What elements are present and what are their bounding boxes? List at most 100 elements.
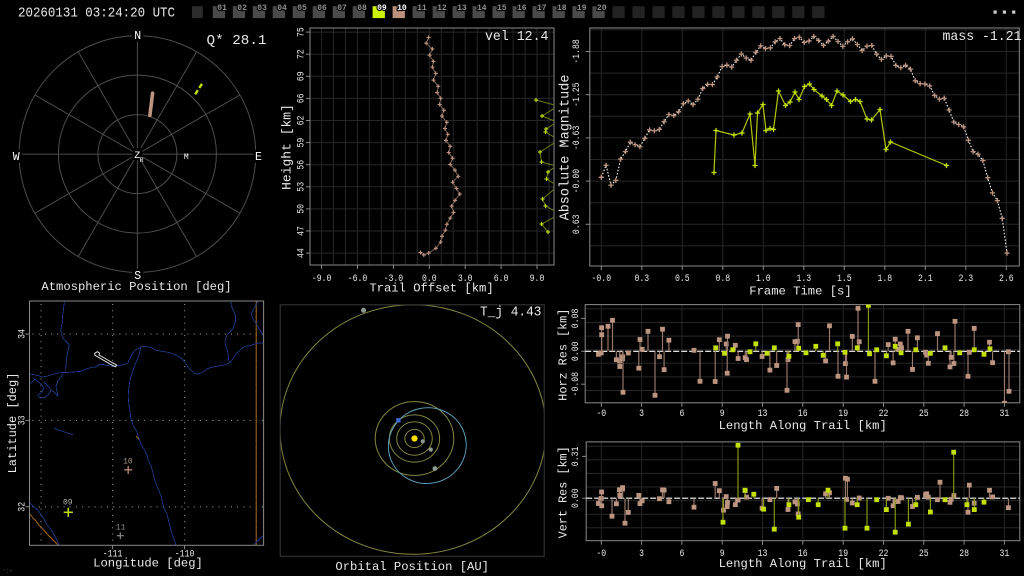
svg-text:N: N <box>134 30 141 43</box>
svg-text:16: 16 <box>798 408 808 420</box>
svg-text:59: 59 <box>296 138 308 148</box>
svg-text:-111: -111 <box>103 549 123 561</box>
svg-text:0.63: 0.63 <box>571 215 583 235</box>
svg-text:-1.88: -1.88 <box>571 39 583 64</box>
svg-text:05: 05 <box>297 4 307 13</box>
svg-text:6: 6 <box>679 408 684 420</box>
svg-text:3: 3 <box>639 548 644 560</box>
svg-text:Height [km]: Height [km] <box>280 104 295 190</box>
svg-text:09: 09 <box>377 4 387 13</box>
svg-text:M: M <box>184 153 189 162</box>
svg-text:15: 15 <box>497 4 507 13</box>
svg-text:Horz Res [km]: Horz Res [km] <box>556 309 570 401</box>
svg-text:31: 31 <box>1000 408 1010 420</box>
svg-text:22: 22 <box>879 408 889 420</box>
svg-text:13: 13 <box>758 548 768 560</box>
svg-text:18: 18 <box>557 4 567 13</box>
svg-text:32: 32 <box>16 502 28 512</box>
svg-text:06: 06 <box>317 4 327 13</box>
svg-text:-3.0: -3.0 <box>384 273 404 285</box>
svg-text:vel 12.4: vel 12.4 <box>485 29 549 45</box>
svg-text:02: 02 <box>237 4 247 13</box>
svg-text:Q* 28.1: Q* 28.1 <box>207 33 267 49</box>
svg-text:3: 3 <box>639 408 644 420</box>
svg-text:34: 34 <box>16 329 28 339</box>
svg-text:56: 56 <box>296 160 308 170</box>
svg-text:11: 11 <box>417 4 427 13</box>
svg-text:-0.63: -0.63 <box>571 126 583 151</box>
svg-text:1.3: 1.3 <box>796 273 811 285</box>
svg-text:Atmospheric Position [deg]: Atmospheric Position [deg] <box>41 280 231 294</box>
svg-text:50: 50 <box>296 204 308 214</box>
svg-text:rjw: rjw <box>3 568 12 574</box>
svg-text:-0: -0 <box>596 408 606 420</box>
svg-text:19: 19 <box>838 408 848 420</box>
svg-text:-1.25: -1.25 <box>571 82 583 107</box>
svg-text:16: 16 <box>517 4 527 13</box>
svg-text:0.08: 0.08 <box>570 309 582 329</box>
svg-text:07: 07 <box>337 4 347 13</box>
svg-text:01: 01 <box>217 4 227 13</box>
svg-text:W: W <box>13 151 20 164</box>
svg-text:0.31: 0.31 <box>570 447 582 467</box>
svg-text:08: 08 <box>357 4 367 13</box>
svg-text:25: 25 <box>919 548 929 560</box>
svg-text:69: 69 <box>296 71 308 81</box>
svg-text:3.0: 3.0 <box>458 273 473 285</box>
svg-text:12: 12 <box>437 4 447 13</box>
svg-text:9.0: 9.0 <box>530 273 545 285</box>
svg-text:17: 17 <box>537 4 547 13</box>
svg-text:S: S <box>134 270 141 283</box>
svg-text:Z: Z <box>134 151 140 162</box>
svg-text:62: 62 <box>296 116 308 126</box>
svg-text:6: 6 <box>679 548 684 560</box>
svg-text:2.6: 2.6 <box>999 273 1014 285</box>
svg-text:53: 53 <box>296 182 308 192</box>
svg-text:75: 75 <box>296 27 308 37</box>
svg-text:-9.0: -9.0 <box>312 273 332 285</box>
svg-text:11: 11 <box>116 524 126 533</box>
svg-text:10: 10 <box>397 4 407 13</box>
svg-text:13: 13 <box>457 4 467 13</box>
svg-text:16: 16 <box>798 548 808 560</box>
svg-text:0.00: 0.00 <box>570 488 582 508</box>
svg-text:Trail Offset [km]: Trail Offset [km] <box>369 282 493 296</box>
svg-text:25: 25 <box>919 408 929 420</box>
svg-text:72: 72 <box>296 49 308 59</box>
svg-text:19: 19 <box>577 4 587 13</box>
svg-text:28: 28 <box>959 408 969 420</box>
svg-text:28: 28 <box>959 548 969 560</box>
svg-text:-0: -0 <box>596 548 606 560</box>
svg-text:31: 31 <box>1000 548 1010 560</box>
svg-text:19: 19 <box>838 548 848 560</box>
svg-text:03: 03 <box>257 4 267 13</box>
svg-text:T_j 4.43: T_j 4.43 <box>480 305 542 321</box>
svg-text:14: 14 <box>477 4 487 13</box>
svg-text:13: 13 <box>758 408 768 420</box>
svg-text:66: 66 <box>296 94 308 104</box>
svg-text:1.5: 1.5 <box>837 273 852 285</box>
svg-text:Vert Res [km]: Vert Res [km] <box>556 446 570 538</box>
svg-text:-110: -110 <box>175 549 195 561</box>
svg-text:Absolute Magnitude: Absolute Magnitude <box>559 75 574 221</box>
svg-text:22: 22 <box>879 548 889 560</box>
svg-text:Latitude [deg]: Latitude [deg] <box>6 373 20 474</box>
svg-text:10: 10 <box>123 457 133 466</box>
svg-text:44: 44 <box>296 248 308 258</box>
svg-text:Frame Time [s]: Frame Time [s] <box>749 285 851 299</box>
svg-text:0.0: 0.0 <box>422 273 437 285</box>
svg-text:R: R <box>140 157 144 164</box>
svg-text:-0.00: -0.00 <box>571 169 583 194</box>
svg-text:1.8: 1.8 <box>877 273 892 285</box>
svg-text:0.5: 0.5 <box>675 273 690 285</box>
svg-text:-0.08: -0.08 <box>570 372 582 397</box>
svg-text:20: 20 <box>597 4 607 13</box>
svg-text:-6.0: -6.0 <box>348 273 368 285</box>
svg-text:0.00: 0.00 <box>570 342 582 362</box>
svg-text:6.0: 6.0 <box>494 273 509 285</box>
svg-text:Length Along Trail [km]: Length Along Trail [km] <box>719 557 887 571</box>
svg-text:-0.0: -0.0 <box>592 273 612 285</box>
svg-text:mass -1.21: mass -1.21 <box>943 30 1022 45</box>
svg-text:04: 04 <box>277 4 287 13</box>
svg-text:2.3: 2.3 <box>958 273 973 285</box>
